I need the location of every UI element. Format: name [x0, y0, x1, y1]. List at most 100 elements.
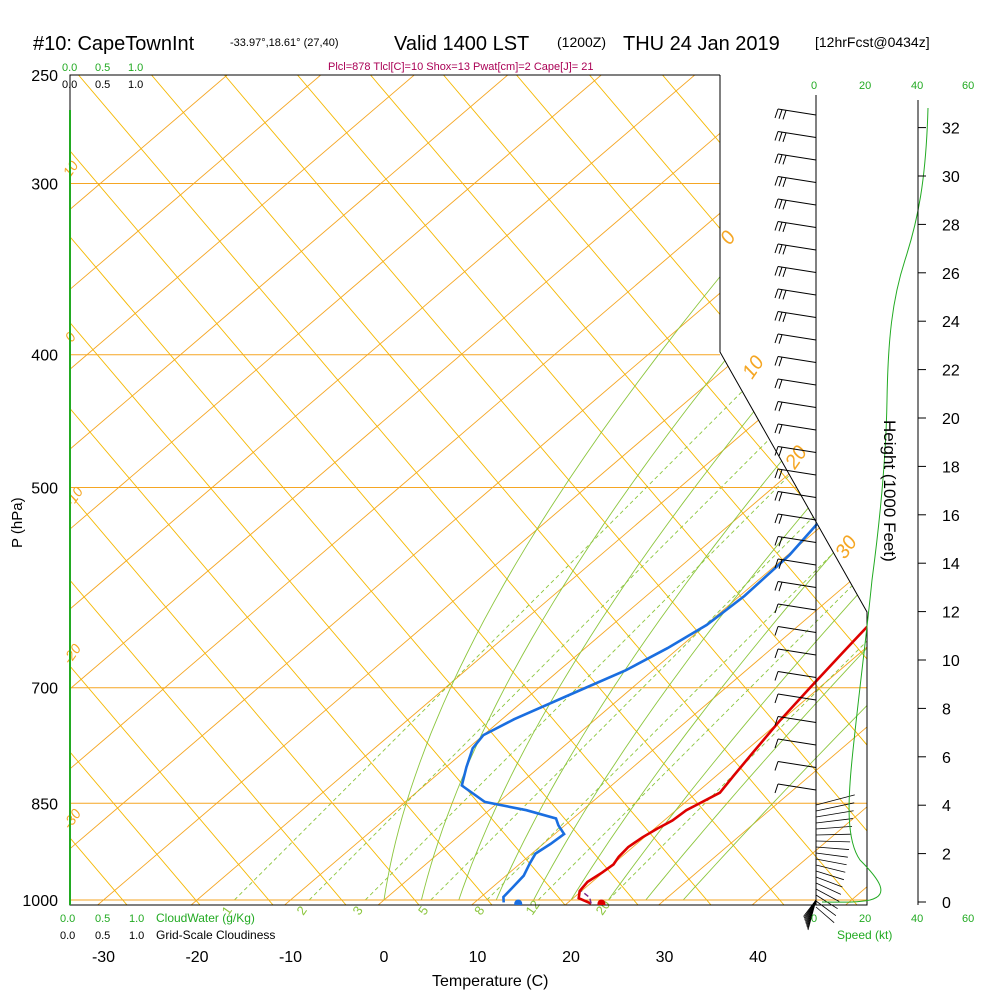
wind-barb-shaft	[778, 357, 816, 363]
height-tick-label: 20	[942, 411, 960, 428]
pressure-tick-label: 250	[31, 68, 58, 85]
cc-top-tick-1: 0.5	[95, 79, 110, 91]
height-tick-label: 4	[942, 798, 951, 815]
cloudwater-label: CloudWater (g/Kg)	[156, 911, 255, 925]
wind-barb	[775, 672, 816, 681]
wind-barb-shaft	[778, 537, 816, 543]
wind-barb-flag	[779, 200, 782, 209]
wind-barb-flag	[779, 222, 782, 231]
cw-top-tick-0: 0.0	[62, 62, 77, 74]
wind-barb	[775, 357, 816, 367]
wind-barb	[775, 222, 816, 232]
wind-barb-flag	[779, 582, 782, 591]
dry-adiabat-line	[152, 75, 858, 905]
isotherm-line	[0, 51, 910, 929]
pressure-tick-label: 500	[31, 481, 58, 498]
speed-bottom-tick-1: 20	[859, 913, 871, 925]
fan-line	[816, 847, 849, 850]
wind-barb-flag	[783, 223, 786, 232]
wind-barb-shaft	[778, 154, 816, 160]
pressure-tick-label: 300	[31, 177, 58, 194]
dry-adiabat-line	[6, 75, 712, 905]
wind-barb	[775, 402, 816, 412]
dry-adiabat-line	[371, 75, 1000, 905]
temperature-tick-label: 10	[469, 949, 487, 966]
wind-barb-flag	[779, 447, 782, 456]
dry-adiabat-line	[0, 75, 200, 905]
cc-bottom-tick-2: 1.0	[129, 930, 144, 942]
wind-barb	[775, 109, 816, 119]
height-tick-label: 18	[942, 459, 960, 476]
wind-barb-flag	[779, 267, 782, 276]
wind-barb-shaft	[778, 649, 816, 655]
cc-top-tick-2: 1.0	[128, 79, 143, 91]
wind-barb-flag	[783, 245, 786, 254]
height-tick-label: 6	[942, 750, 951, 767]
wind-barb-flag	[775, 627, 778, 636]
wind-barb-shaft	[778, 289, 816, 295]
wind-barb-flag	[779, 290, 782, 299]
fan-line	[816, 811, 854, 817]
wind-barb-flag	[779, 380, 782, 389]
isotherm-line	[350, 51, 1000, 929]
isotherm-line	[0, 51, 443, 929]
dry-adiabat-line	[0, 75, 565, 905]
temperature-tick-label: -20	[185, 949, 208, 966]
speed-bottom-tick-0: 0	[811, 913, 817, 925]
station-coords: -33.97°,18.61° (27,40)	[230, 37, 338, 49]
wind-barb-flag	[779, 425, 782, 434]
height-tick-label: 32	[942, 121, 960, 138]
wind-barb-flag	[775, 244, 778, 253]
wind-barb-flag	[775, 537, 778, 546]
height-axis-label: Height (1000 Feet)	[880, 420, 899, 562]
dry-adiabat-line	[444, 75, 1000, 905]
wind-barb-flag	[779, 155, 782, 164]
wind-barb-shaft	[778, 132, 816, 138]
wind-barb	[775, 762, 816, 771]
background-lines	[0, 51, 1000, 929]
wind-barb-shaft	[778, 244, 816, 250]
wind-barb-flag	[775, 109, 778, 118]
speed-bottom-tick-2: 40	[911, 913, 923, 925]
wind-barb-flag	[775, 222, 778, 231]
speed-top-tick-2: 40	[911, 80, 923, 92]
pressure-tick-label: 700	[31, 681, 58, 698]
fan-line	[816, 901, 836, 916]
cw-bottom-tick-1: 0.5	[95, 913, 110, 925]
dry-adiabat-line	[809, 75, 1000, 905]
pressure-tick-label: 1000	[22, 893, 58, 910]
wind-barb	[775, 199, 816, 209]
wind-barb-flag	[779, 492, 782, 501]
y-axis-label: P (hPa)	[9, 497, 26, 548]
mixing-ratio-line	[538, 355, 1000, 900]
wind-barb-flag	[779, 245, 782, 254]
temperature-tick-label: 0	[380, 949, 389, 966]
wind-barb	[775, 267, 816, 277]
wind-barb-flag	[775, 694, 778, 703]
wind-barb	[775, 154, 816, 164]
wind-barb-flag	[783, 110, 786, 119]
x-axis-label: Temperature (C)	[432, 973, 548, 990]
wind-barb-shaft	[778, 784, 816, 790]
height-tick-label: 0	[942, 895, 951, 912]
pressure-tick-label: 400	[31, 348, 58, 365]
fan-line	[816, 907, 834, 923]
wind-barb-shaft	[778, 582, 816, 588]
wind-barb-shaft	[778, 424, 816, 430]
station-title: #10: CapeTownInt	[33, 33, 195, 55]
speed-top-tick-0: 0	[811, 80, 817, 92]
surface-dewpoint-marker	[514, 900, 522, 908]
wind-barb-shaft	[778, 672, 816, 678]
speed-bottom-tick-3: 60	[962, 913, 974, 925]
height-tick-label: 14	[942, 556, 960, 573]
height-tick-label: 30	[942, 169, 960, 186]
wind-barb-flag	[775, 784, 778, 793]
wind-barb-flag	[775, 199, 778, 208]
dry-adiabat-line	[225, 75, 931, 905]
wind-barb-flag	[775, 424, 778, 433]
dry-adiabat-line	[736, 75, 1000, 905]
wind-barb	[775, 379, 816, 389]
temperature-tick-label: 40	[749, 949, 767, 966]
isotherm-label: 30	[831, 532, 862, 563]
